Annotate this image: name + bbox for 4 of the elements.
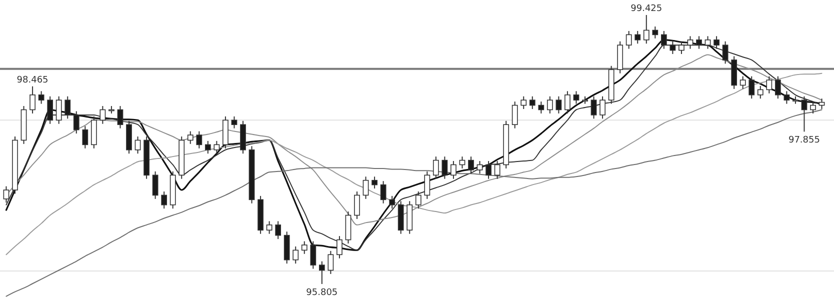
annotation: 95.805 [306,288,338,298]
annotation: 98.465 [16,75,48,86]
annotation: 97.855 [788,136,820,146]
annotation: 99.425 [630,4,662,14]
